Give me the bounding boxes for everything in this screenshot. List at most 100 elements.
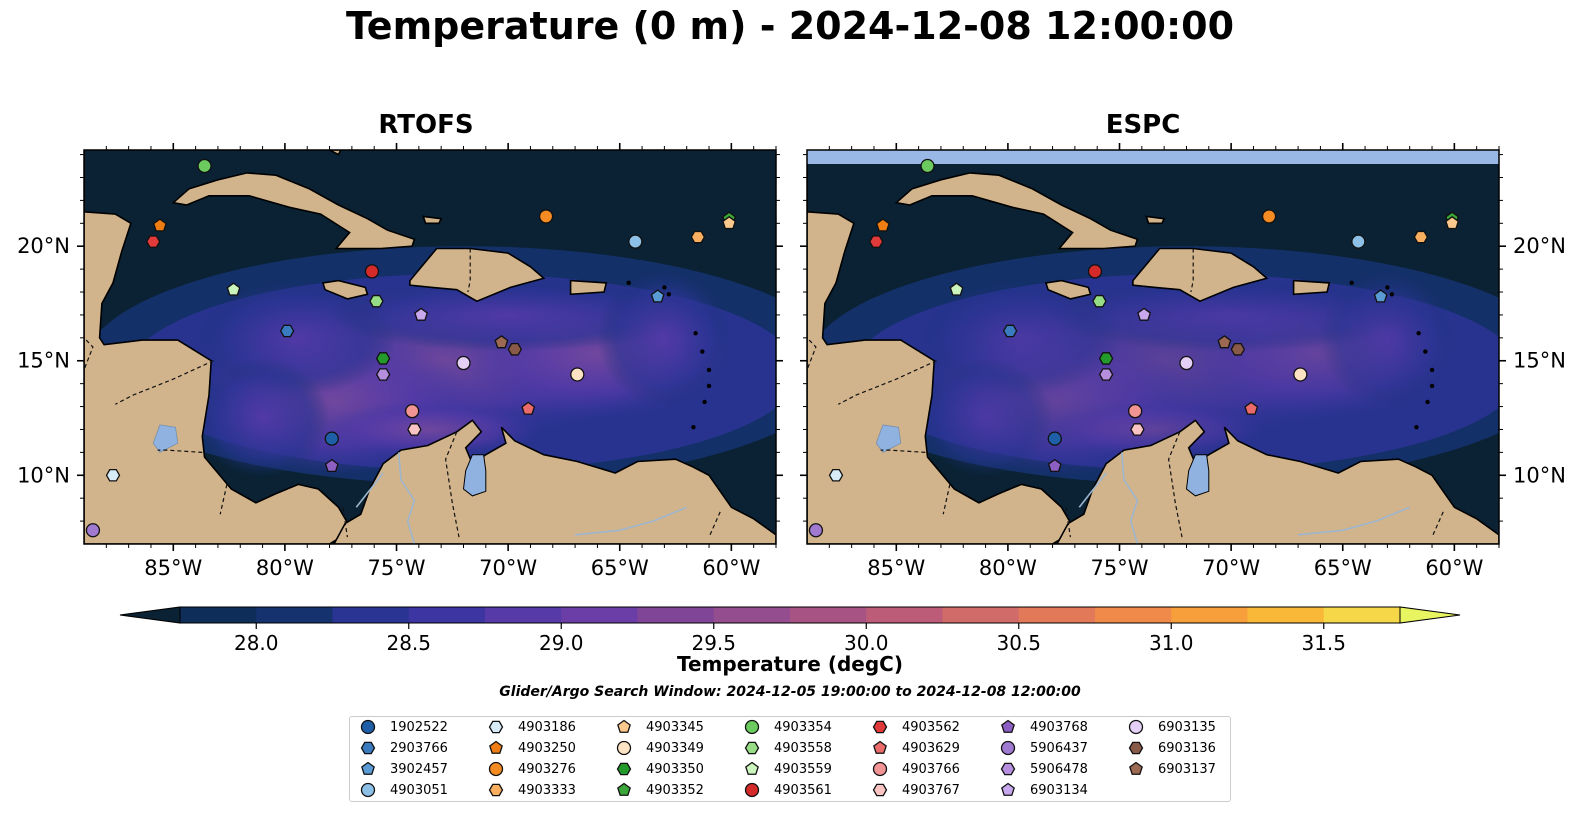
colorbar-tick-label: 29.5 — [691, 631, 736, 655]
sst-warm-patch — [1320, 269, 1455, 407]
platform-marker-5906437 — [85, 523, 101, 538]
platform-marker-4903629 — [1244, 401, 1259, 415]
colorbar-segment — [942, 607, 1020, 623]
platform-marker-4903767 — [1130, 423, 1145, 436]
espc-missing-band — [807, 150, 1499, 164]
island — [1414, 424, 1419, 430]
lon-tick-label: 65°W — [591, 556, 649, 580]
sst-warm-patch — [318, 401, 542, 457]
land — [894, 172, 1139, 250]
land — [1056, 419, 1499, 544]
island — [706, 367, 712, 373]
legend-label: 4903352 — [646, 782, 704, 798]
river — [575, 506, 688, 536]
country-border — [342, 507, 348, 538]
island — [1416, 331, 1421, 336]
platform-marker-4903354 — [920, 158, 935, 174]
legend-item-4903768: 4903768 — [1000, 717, 1088, 737]
legend-item-4903558: 4903558 — [744, 738, 832, 758]
island — [693, 331, 698, 336]
island — [1349, 280, 1354, 286]
legend-item-6903134: 6903134 — [1000, 780, 1088, 800]
lat-tick-label: 20°N — [1513, 234, 1566, 258]
legend-marker-circle-icon — [1000, 740, 1016, 756]
legend-item-5906437: 5906437 — [1000, 738, 1088, 758]
legend-marker-hexagon-icon — [1000, 762, 1016, 776]
river — [355, 472, 384, 508]
legend-item-4903051: 4903051 — [360, 780, 448, 800]
platform-marker-4903559 — [226, 282, 241, 296]
country-border — [467, 248, 471, 293]
legend-label: 4903767 — [902, 782, 960, 798]
legend-label: 4903354 — [774, 719, 832, 735]
colorbar-segment — [1171, 607, 1248, 623]
land — [171, 172, 416, 250]
legend-label: 5906478 — [1030, 761, 1088, 777]
figure-title: Temperature (0 m) - 2024-12-08 12:00:00 — [345, 4, 1235, 48]
legend-label: 4903333 — [518, 782, 576, 798]
legend-marker-pentagon-icon — [873, 740, 887, 754]
legend-swatch — [872, 720, 888, 734]
colorbar-segment — [1247, 607, 1325, 623]
land — [807, 150, 1076, 544]
legend-label: 6903134 — [1030, 782, 1088, 798]
colorbar-segment — [561, 607, 638, 623]
panel-title-espc: ESPC — [1105, 110, 1181, 140]
lon-tick-label: 85°W — [144, 556, 202, 580]
panel-title-rtofs: RTOFS — [378, 110, 474, 140]
legend-marker-circle-icon — [1128, 719, 1144, 735]
island — [700, 349, 705, 354]
lon-tick-label: 70°W — [479, 556, 537, 580]
island — [702, 399, 707, 405]
platform-marker-3902457 — [1373, 289, 1388, 303]
legend-swatch — [617, 719, 631, 733]
lat-tick-label: 10°N — [17, 463, 70, 487]
platform-marker-4903276 — [538, 209, 554, 224]
legend-marker-pentagon-icon — [617, 719, 631, 733]
legend-swatch — [744, 741, 760, 755]
colorbar-segment — [256, 607, 333, 623]
legend-swatch — [360, 719, 376, 735]
river — [1120, 452, 1139, 544]
country-border — [115, 360, 214, 405]
platform-marker-6903134 — [414, 307, 429, 321]
legend-swatch — [361, 761, 375, 775]
island — [706, 383, 712, 389]
colorbar-extend-high — [1399, 606, 1461, 624]
platform-marker-4903349 — [1293, 367, 1308, 382]
legend-item-4903276: 4903276 — [488, 759, 576, 779]
colorbar-tick-label: 28.0 — [234, 631, 279, 655]
legend-item-4903354: 4903354 — [744, 717, 832, 737]
legend-swatch — [488, 720, 504, 734]
legend-item-1902522: 1902522 — [360, 717, 448, 737]
platform-marker-4903349 — [570, 367, 585, 382]
sst-warm-patch — [195, 358, 330, 478]
legend-swatch — [488, 783, 504, 797]
island — [1389, 292, 1395, 297]
land — [321, 279, 369, 300]
lake-nicaragua — [875, 424, 902, 453]
land — [333, 419, 776, 544]
legend-marker-pentagon-icon — [361, 761, 375, 775]
legend-swatch — [745, 761, 759, 775]
colorbar-segment — [180, 607, 257, 623]
colorbar-label: Temperature (degC) — [677, 652, 903, 676]
legend-marker-circle-icon — [744, 719, 760, 735]
legend-marker-hexagon-icon — [1128, 741, 1144, 755]
legend-marker-hexagon-icon — [744, 741, 760, 755]
legend-swatch — [1000, 762, 1016, 776]
country-border — [708, 511, 721, 538]
legend-item-4903345: 4903345 — [616, 717, 704, 737]
legend-item-4903349: 4903349 — [616, 738, 704, 758]
lon-tick-label: 85°W — [867, 556, 925, 580]
colorbar-tick-label: 31.5 — [1301, 631, 1346, 655]
platform-marker-4903051 — [628, 234, 643, 249]
legend-marker-hexagon-icon — [872, 783, 888, 797]
colorbar-tick-label: 31.0 — [1149, 631, 1194, 655]
legend-marker-circle-icon — [744, 782, 760, 798]
river — [397, 452, 416, 544]
country-border — [838, 360, 937, 405]
land — [84, 150, 353, 544]
platform-marker-5906478 — [375, 368, 391, 381]
colorbar-segment — [637, 607, 715, 623]
